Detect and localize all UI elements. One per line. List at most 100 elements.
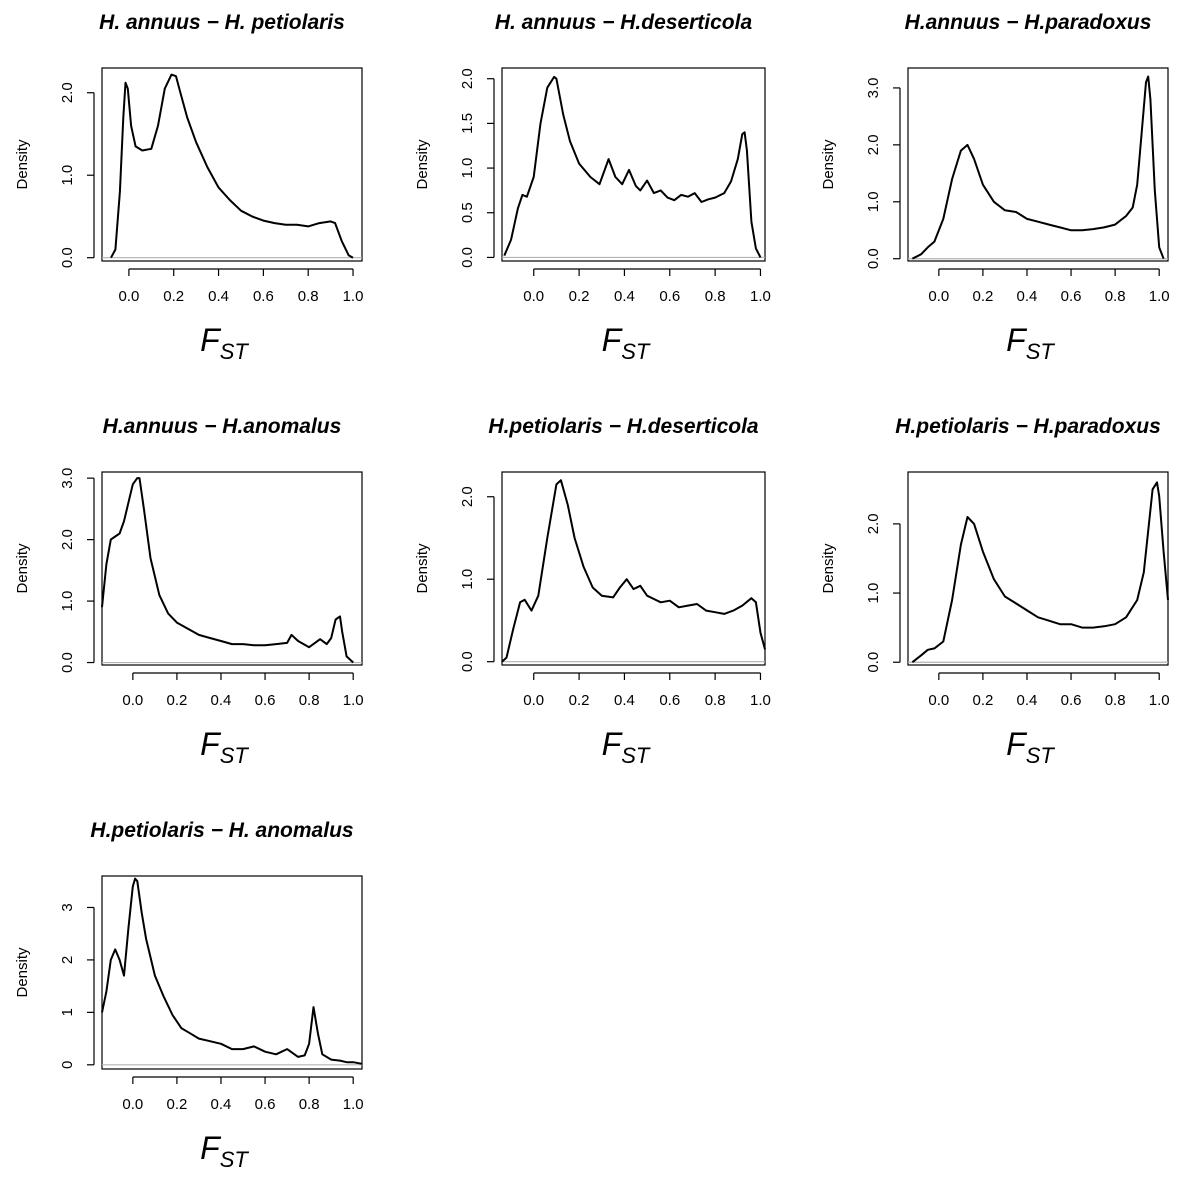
x-tick-label: 1.0 (750, 288, 771, 305)
plot-frame (101, 67, 363, 262)
x-tick-label: 0.2 (166, 1096, 187, 1113)
x-axis-label-subscript: ST (621, 743, 651, 768)
y-tick-label: 0.0 (865, 248, 882, 269)
plot-title: H.annuus − H.anomalus (103, 415, 342, 438)
plot-frame (501, 471, 766, 666)
y-tick-label: 1.0 (59, 165, 76, 186)
y-tick-label: 3.0 (59, 468, 76, 489)
x-axis-label: FST (1006, 726, 1055, 768)
x-axis-label: FST (200, 322, 249, 364)
density-curve (503, 75, 762, 258)
density-curve (101, 477, 354, 664)
x-tick-label: 0.6 (659, 692, 680, 709)
x-tick-label: 0.2 (972, 288, 993, 305)
density-plot: H.petiolaris − H. anomalus 0.0 0.2 0.4 0.6 0.… (14, 819, 364, 1172)
x-tick-label: 0.6 (253, 288, 274, 305)
y-tick-label: 2.0 (59, 529, 76, 550)
x-tick-label: 0.6 (1061, 692, 1082, 709)
x-axis-label-subscript: ST (621, 339, 651, 364)
x-tick-label: 0.0 (928, 288, 949, 305)
x-tick-label: 0.2 (972, 692, 993, 709)
x-tick-label: 0.6 (1061, 288, 1082, 305)
plot-title: H.petiolaris − H.paradoxus (895, 415, 1161, 438)
x-tick-label: 0.0 (928, 692, 949, 709)
y-tick-label: 0.0 (59, 652, 76, 673)
density-plot: H.petiolaris − H.paradoxus 0.0 0.2 0.4 0.6 0.… (820, 415, 1170, 768)
panel-1: H. annuus − H. petiolaris 0.0 0.2 0.4 0.6 0.8… (0, 0, 398, 385)
y-axis-label: Density (820, 543, 837, 594)
x-tick-label: 0.4 (211, 692, 232, 709)
y-tick-label: 1.5 (459, 113, 476, 134)
x-tick-label: 0.8 (1105, 692, 1126, 709)
plot-frame (501, 67, 766, 262)
y-axis-label: Density (414, 139, 431, 190)
x-tick-label: 0.2 (166, 692, 187, 709)
x-axis-label-main: F (200, 322, 222, 358)
x-tick-label: 0.2 (569, 692, 590, 709)
x-tick-label: 0.8 (705, 288, 726, 305)
x-tick-label: 0.4 (208, 288, 229, 305)
y-tick-label: 2.0 (865, 513, 882, 534)
y-tick-label: 1.0 (865, 191, 882, 212)
x-axis-label-subscript: ST (1026, 339, 1056, 364)
y-tick-label: 1 (59, 1008, 76, 1016)
x-tick-label: 1.0 (343, 1096, 364, 1113)
x-axis-label-subscript: ST (220, 339, 250, 364)
plot-frame (907, 471, 1169, 666)
y-tick-label: 0.0 (59, 247, 76, 268)
y-tick-label: 0.5 (459, 202, 476, 223)
x-tick-label: 0.6 (255, 1096, 276, 1113)
x-tick-label: 0.6 (255, 692, 276, 709)
x-tick-label: 0.8 (299, 1096, 320, 1113)
plot-frame (101, 875, 363, 1070)
density-curve (911, 481, 1169, 663)
x-tick-label: 0.0 (122, 1096, 143, 1113)
density-plot: H.petiolaris − H.deserticola 0.0 0.2 0.4 0.6… (414, 415, 771, 768)
x-axis-label-subscript: ST (220, 1147, 250, 1172)
x-tick-label: 0.8 (705, 692, 726, 709)
y-axis-label: Density (14, 139, 31, 190)
x-tick-label: 0.4 (1017, 288, 1038, 305)
x-axis-label-main: F (602, 322, 624, 358)
x-axis-label-main: F (200, 726, 222, 762)
plot-title: H.petiolaris − H. anomalus (90, 819, 353, 842)
x-axis-label-main: F (1006, 726, 1028, 762)
x-tick-label: 0.0 (523, 288, 544, 305)
y-tick-label: 0.0 (459, 651, 476, 672)
y-tick-label: 1.0 (459, 569, 476, 590)
x-axis-label: FST (200, 726, 249, 768)
x-tick-label: 0.4 (614, 692, 635, 709)
density-plot: H. annuus − H. petiolaris 0.0 0.2 0.4 0.6 0.8… (14, 11, 364, 364)
x-tick-label: 0.2 (569, 288, 590, 305)
x-tick-label: 1.0 (750, 692, 771, 709)
x-axis-label: FST (1006, 322, 1055, 364)
density-plot: H. annuus − H.deserticola 0.0 0.2 0.4 0.6 0.8… (414, 11, 771, 364)
y-tick-label: 1.0 (59, 591, 76, 612)
y-tick-label: 2.0 (459, 68, 476, 89)
y-tick-label: 3.0 (865, 77, 882, 98)
y-tick-label: 1.0 (459, 158, 476, 179)
y-tick-label: 2.0 (459, 486, 476, 507)
x-tick-label: 0.4 (211, 1096, 232, 1113)
y-axis-label: Density (14, 947, 31, 998)
x-tick-label: 1.0 (1149, 288, 1170, 305)
density-plot: H.annuus − H.paradoxus 0.0 0.2 0.4 0.6 0.8 1.0… (820, 11, 1170, 364)
y-tick-label: 1.0 (865, 583, 882, 604)
x-tick-label: 0.0 (122, 692, 143, 709)
x-axis-label-main: F (200, 1130, 222, 1166)
x-tick-label: 0.6 (659, 288, 680, 305)
y-tick-label: 0 (59, 1061, 76, 1069)
plot-title: H. annuus − H.deserticola (495, 11, 753, 34)
x-tick-label: 0.0 (523, 692, 544, 709)
y-tick-label: 2.0 (59, 82, 76, 103)
x-tick-label: 1.0 (343, 288, 364, 305)
x-axis-label: FST (602, 726, 651, 768)
x-axis-label-subscript: ST (220, 743, 250, 768)
panel-4: H.annuus − H.anomalus 0.0 0.2 0.4 0.6 0.8 1.0 0… (0, 404, 398, 789)
x-tick-label: 0.4 (614, 288, 635, 305)
y-axis-label: Density (820, 139, 837, 190)
x-tick-label: 0.4 (1017, 692, 1038, 709)
x-axis-label: FST (200, 1130, 249, 1172)
panel-7: H.petiolaris − H. anomalus 0.0 0.2 0.4 0.6 0.… (0, 808, 398, 1193)
panel-6: H.petiolaris − H.paradoxus 0.0 0.2 0.4 0.6 0.… (800, 404, 1198, 789)
